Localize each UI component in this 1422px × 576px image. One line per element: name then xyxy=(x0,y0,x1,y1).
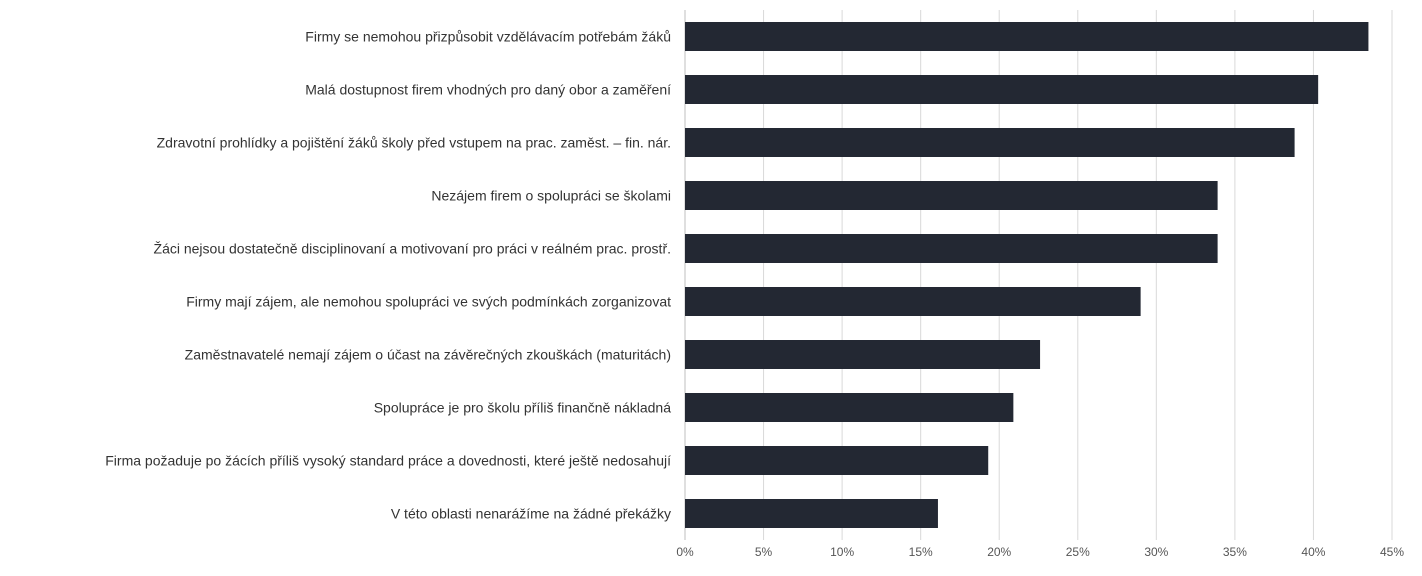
x-tick-label: 5% xyxy=(755,545,773,559)
category-label: Zdravotní prohlídky a pojištění žáků ško… xyxy=(157,135,671,151)
x-axis-tick-layer: 0% 5% 10% 15% 20% 25% 30% 35% 40% 45% xyxy=(676,545,1404,559)
bar xyxy=(685,446,989,475)
bar xyxy=(685,393,1014,422)
x-tick-label: 35% xyxy=(1223,545,1247,559)
bar xyxy=(685,499,938,528)
category-label: Nezájem firem o spolupráci se školami xyxy=(431,188,671,204)
category-label: Firma požaduje po žácích příliš vysoký s… xyxy=(105,453,671,469)
category-label: Firmy se nemohou přizpůsobit vzdělávacím… xyxy=(305,29,671,45)
bar xyxy=(685,340,1041,369)
category-label: Žáci nejsou dostatečně disciplinovaní a … xyxy=(154,241,671,257)
bar xyxy=(685,128,1295,157)
category-label: Zaměstnavatelé nemají zájem o účast na z… xyxy=(185,347,671,363)
x-tick-label: 40% xyxy=(1301,545,1325,559)
bar xyxy=(685,22,1369,51)
bar xyxy=(685,75,1319,104)
x-tick-label: 0% xyxy=(676,545,694,559)
bar xyxy=(685,181,1218,210)
x-tick-label: 10% xyxy=(830,545,854,559)
bar xyxy=(685,234,1218,263)
x-tick-label: 15% xyxy=(909,545,933,559)
category-label: Spolupráce je pro školu příliš finančně … xyxy=(374,400,672,416)
bar-layer xyxy=(685,22,1369,528)
x-tick-label: 20% xyxy=(987,545,1011,559)
category-label: Malá dostupnost firem vhodných pro daný … xyxy=(305,82,671,98)
category-label: V této oblasti nenarážíme na žádné překá… xyxy=(391,506,671,522)
x-tick-label: 45% xyxy=(1380,545,1404,559)
x-tick-label: 30% xyxy=(1144,545,1168,559)
x-tick-label: 25% xyxy=(1066,545,1090,559)
category-label-layer: Firmy se nemohou přizpůsobit vzdělávacím… xyxy=(105,29,671,522)
category-label: Firmy mají zájem, ale nemohou spolupráci… xyxy=(186,294,671,310)
bar xyxy=(685,287,1141,316)
